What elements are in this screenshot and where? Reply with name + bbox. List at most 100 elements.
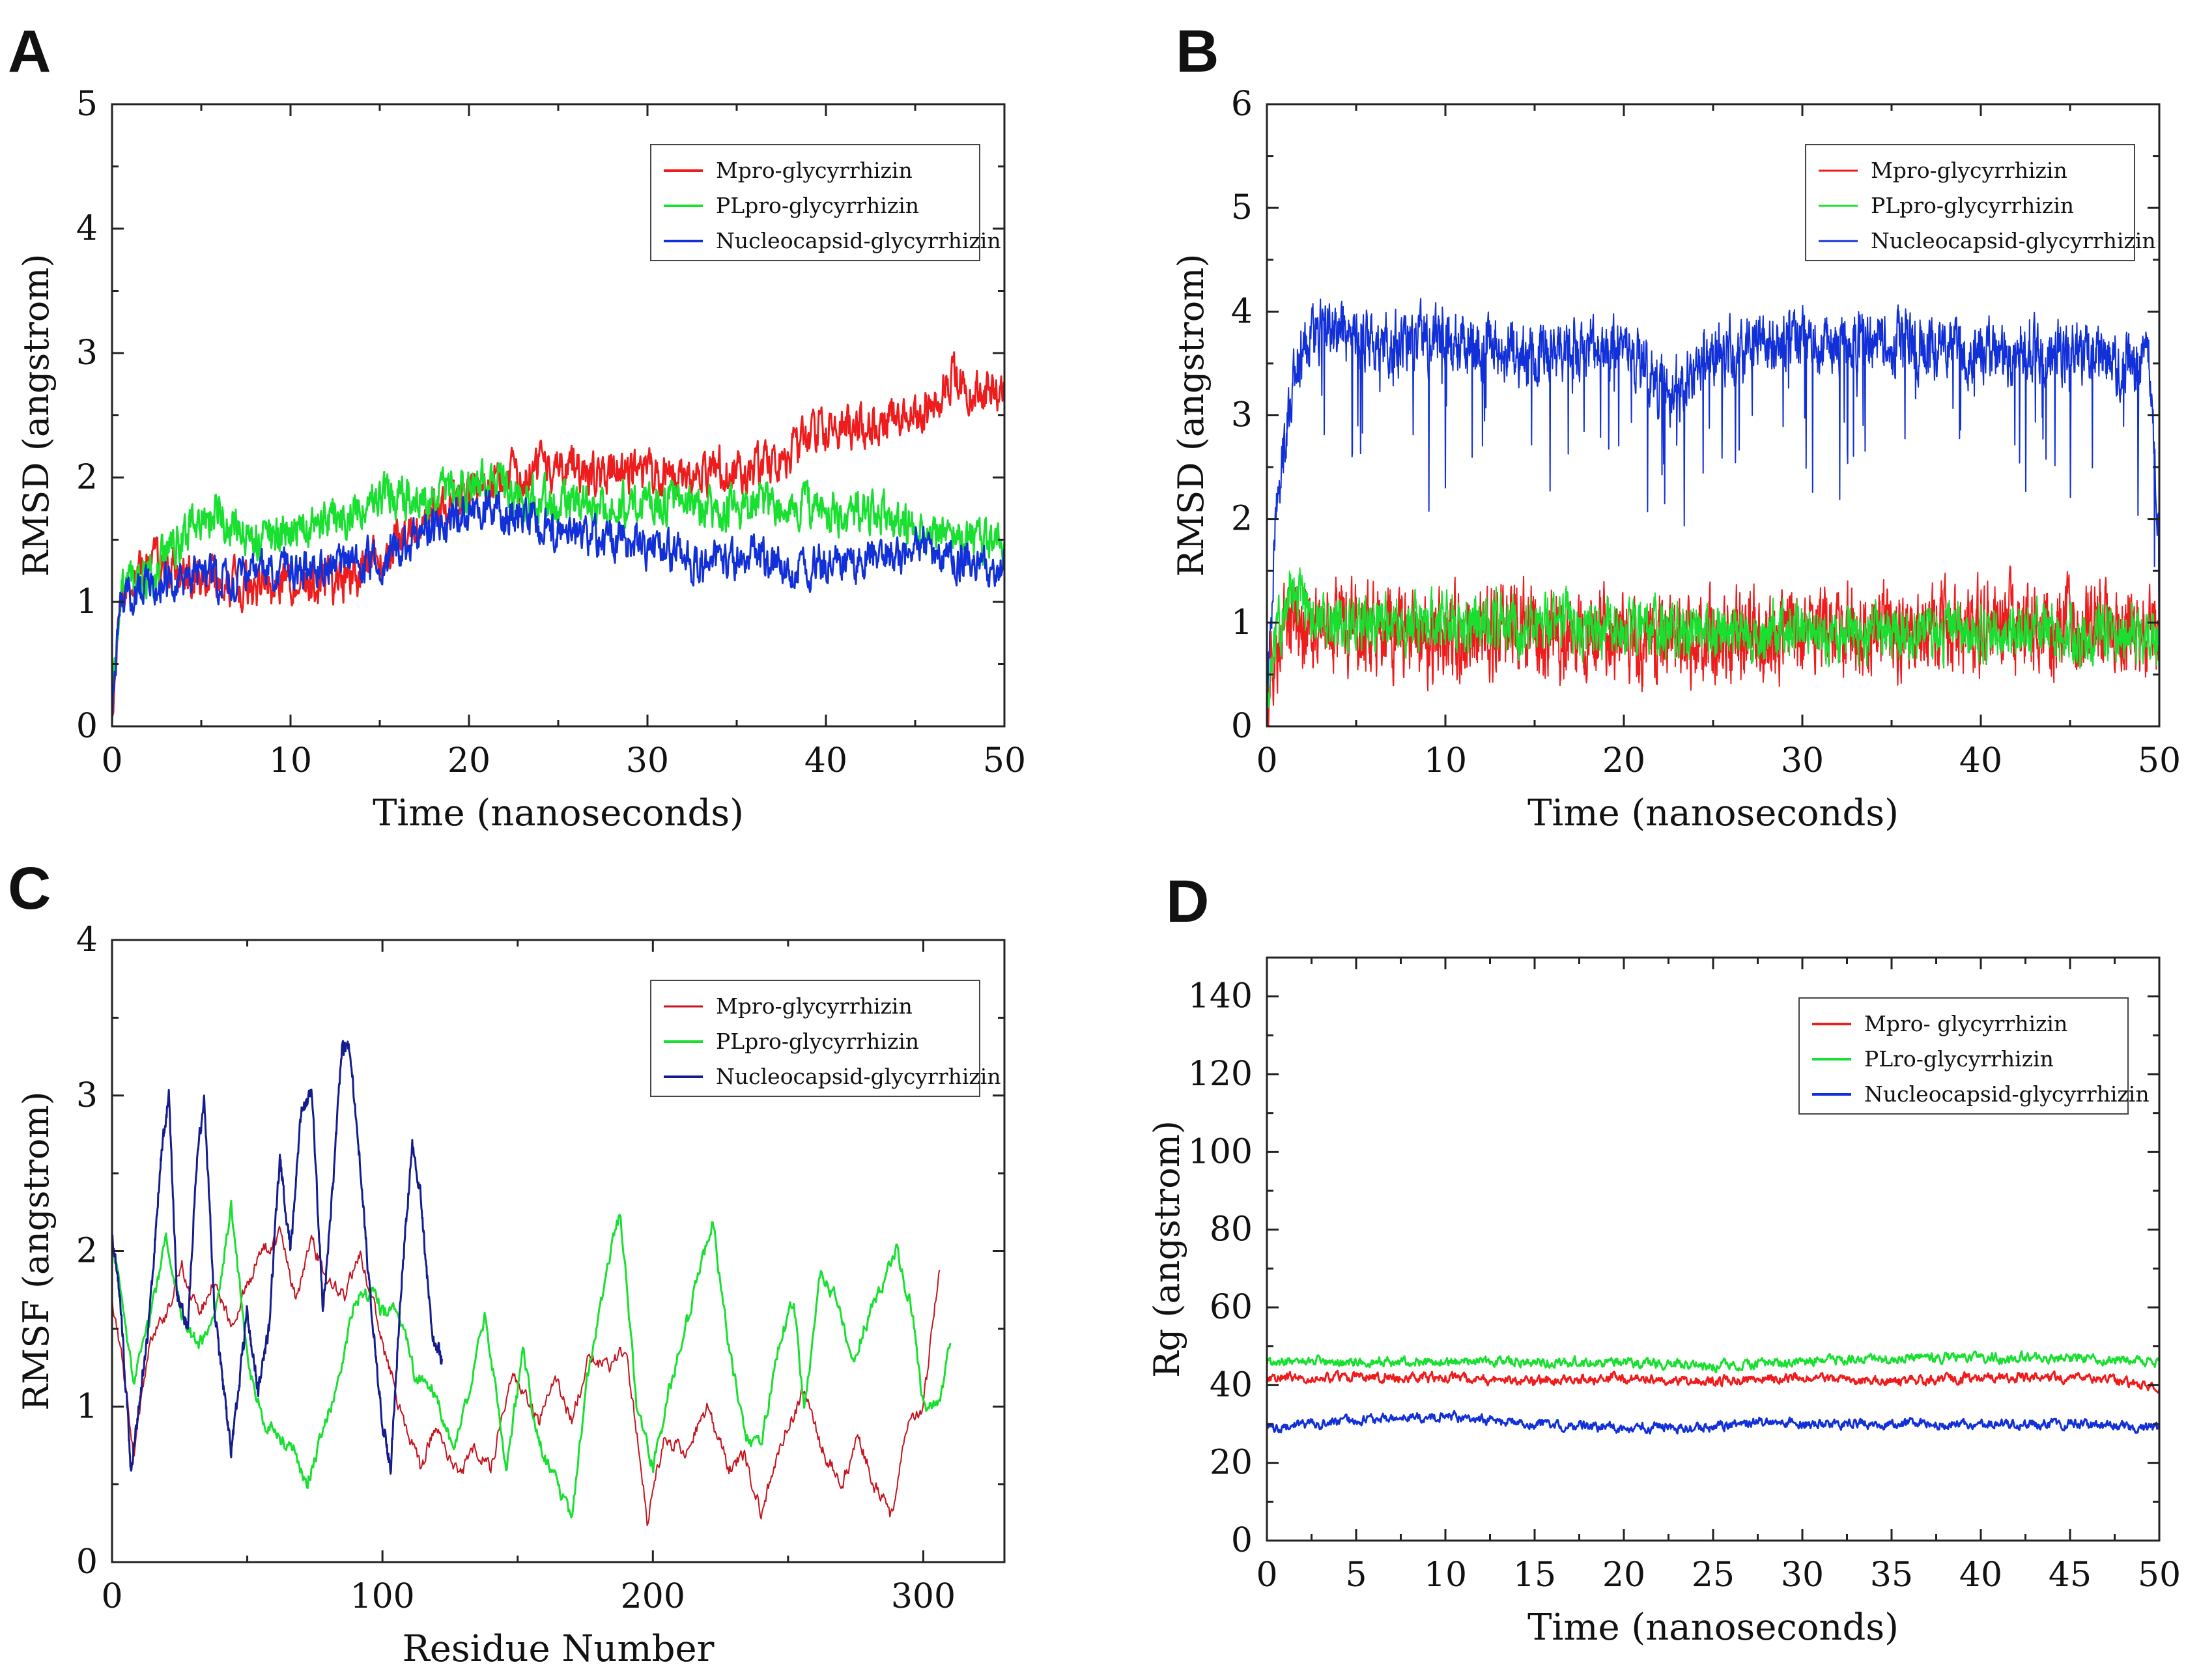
x-tick-label: 50 xyxy=(2138,1556,2181,1595)
y-tick-label: 140 xyxy=(1188,977,1253,1016)
x-tick-label: 0 xyxy=(101,1577,122,1616)
y-tick-label: 0 xyxy=(76,1543,98,1582)
legend-box xyxy=(1805,144,2135,261)
y-tick-label: 80 xyxy=(1210,1210,1253,1249)
x-tick-label: 25 xyxy=(1692,1556,1735,1595)
series-line xyxy=(1267,1410,2159,1435)
x-tick-label: 10 xyxy=(1424,1556,1467,1595)
x-axis-label: Residue Number xyxy=(403,1628,715,1670)
x-tick-label: 30 xyxy=(1781,1556,1824,1595)
x-tick-label: 40 xyxy=(1959,1556,2002,1595)
x-tick-label: 50 xyxy=(983,741,1026,780)
x-tick-label: 0 xyxy=(1256,741,1277,780)
y-tick-label: 4 xyxy=(76,209,98,248)
y-axis-label: RMSD (angstrom) xyxy=(1171,253,1212,577)
series-line xyxy=(112,1225,941,1526)
x-tick-label: 20 xyxy=(1602,741,1645,780)
x-tick-label: 20 xyxy=(447,741,490,780)
legend-entry: Nucleocapsid-glycyrrhizin xyxy=(716,228,1001,253)
legend-entry: PLpro-glycyrrhizin xyxy=(1871,193,2074,218)
y-tick-label: 60 xyxy=(1210,1288,1253,1327)
panel-letter: A xyxy=(8,18,51,85)
x-tick-label: 300 xyxy=(891,1577,956,1616)
y-tick-label: 2 xyxy=(1231,500,1253,539)
x-tick-label: 15 xyxy=(1513,1556,1556,1595)
panel-d: D 0 5 10 15 20 25 30 35 40 45 50 0 20 40 60 80 100 120 140 T… xyxy=(1146,868,2181,1649)
x-tick-label: 45 xyxy=(2049,1556,2092,1595)
y-tick-label: 3 xyxy=(1231,396,1253,435)
y-axis-label: RMSD (angstrom) xyxy=(16,253,57,577)
y-tick-label: 4 xyxy=(76,920,98,960)
x-tick-label: 30 xyxy=(626,741,669,780)
legend-entry: PLpro-glycyrrhizin xyxy=(716,1029,919,1054)
legend-box xyxy=(650,980,980,1097)
y-tick-label: 5 xyxy=(76,85,98,124)
legend: Mpro-glycyrrhizin PLpro-glycyrrhizin Nucle… xyxy=(650,980,1001,1097)
y-tick-label: 4 xyxy=(1231,292,1253,331)
x-tick-label: 20 xyxy=(1602,1556,1645,1595)
y-tick-label: 1 xyxy=(1231,603,1253,642)
plot-area xyxy=(112,351,1004,726)
y-tick-label: 0 xyxy=(1231,707,1253,746)
series-line xyxy=(1267,1350,2159,1374)
y-tick-label: 0 xyxy=(1231,1521,1253,1560)
y-tick-label: 2 xyxy=(76,458,98,497)
panel-a: A 0 10 20 30 40 50 0 1 2 3 4 5 Time (nanoseconds) RMSD… xyxy=(8,18,1026,834)
series-line xyxy=(112,489,1004,722)
legend-entry: Nucleocapsid-glycyrrhizin xyxy=(1871,228,2156,253)
panel-letter: B xyxy=(1176,18,1219,85)
series-line xyxy=(112,351,1004,717)
x-tick-label: 35 xyxy=(1870,1556,1913,1595)
y-tick-label: 3 xyxy=(76,1076,98,1115)
legend: Mpro-glycyrrhizin PLpro-glycyrrhizin Nucle… xyxy=(1805,144,2156,261)
legend-entry: Mpro- glycyrrhizin xyxy=(1864,1011,2067,1036)
x-axis-label: Time (nanoseconds) xyxy=(1527,792,1899,834)
x-axis-label: Time (nanoseconds) xyxy=(1527,1606,1899,1649)
x-tick-label: 0 xyxy=(1256,1556,1277,1595)
plot-area xyxy=(112,1040,952,1526)
x-tick-label: 30 xyxy=(1781,741,1824,780)
x-tick-label: 200 xyxy=(621,1577,685,1616)
y-tick-label: 20 xyxy=(1210,1444,1253,1483)
panel-b: B 0 10 20 30 40 50 0 1 2 3 4 5 6 Time (nanoseconds) RMS… xyxy=(1171,18,2181,834)
y-tick-label: 2 xyxy=(76,1232,98,1271)
series-line xyxy=(1267,1369,2159,1394)
x-tick-label: 10 xyxy=(1424,741,1467,780)
y-tick-label: 0 xyxy=(76,707,98,746)
legend-box xyxy=(650,144,980,261)
y-tick-label: 3 xyxy=(76,334,98,373)
legend-box xyxy=(1798,997,2129,1115)
y-tick-label: 40 xyxy=(1210,1365,1253,1404)
series-line xyxy=(112,458,1004,726)
y-tick-label: 1 xyxy=(76,1387,98,1426)
plot-area xyxy=(1267,298,2159,726)
x-tick-label: 40 xyxy=(804,741,847,780)
legend-entry: Nucleocapsid-glycyrrhizin xyxy=(1864,1081,2150,1107)
panel-letter: D xyxy=(1166,868,1209,935)
legend: Mpro- glycyrrhizin PLro-glycyrrhizin Nucle… xyxy=(1798,997,2150,1115)
y-tick-label: 5 xyxy=(1231,188,1253,227)
panel-letter: C xyxy=(8,855,51,922)
x-tick-label: 10 xyxy=(269,741,312,780)
legend-entry: Nucleocapsid-glycyrrhizin xyxy=(716,1064,1001,1089)
legend-entry: Mpro-glycyrrhizin xyxy=(1871,158,2067,183)
legend-entry: PLro-glycyrrhizin xyxy=(1864,1046,2054,1072)
series-line xyxy=(112,1199,952,1518)
y-axis-label: RMSF (angstrom) xyxy=(16,1091,57,1410)
x-tick-label: 40 xyxy=(1959,741,2002,780)
legend-entry: Mpro-glycyrrhizin xyxy=(716,993,913,1019)
series-line xyxy=(1267,567,2159,709)
y-tick-label: 6 xyxy=(1231,85,1253,124)
y-axis-label: Rg (angstrom) xyxy=(1146,1120,1187,1378)
legend-entry: PLpro-glycyrrhizin xyxy=(716,193,919,218)
x-tick-label: 0 xyxy=(101,741,122,780)
x-tick-label: 100 xyxy=(350,1577,415,1616)
y-tick-label: 1 xyxy=(76,582,98,621)
series-line xyxy=(1267,298,2159,722)
y-tick-label: 120 xyxy=(1188,1055,1253,1094)
panel-c: C 0 100 200 300 0 1 2 3 4 Residue Number RMSF (angs… xyxy=(8,855,1006,1670)
plot-area xyxy=(1267,1350,2159,1435)
x-tick-label: 50 xyxy=(2138,741,2181,780)
series-line xyxy=(112,1040,443,1475)
